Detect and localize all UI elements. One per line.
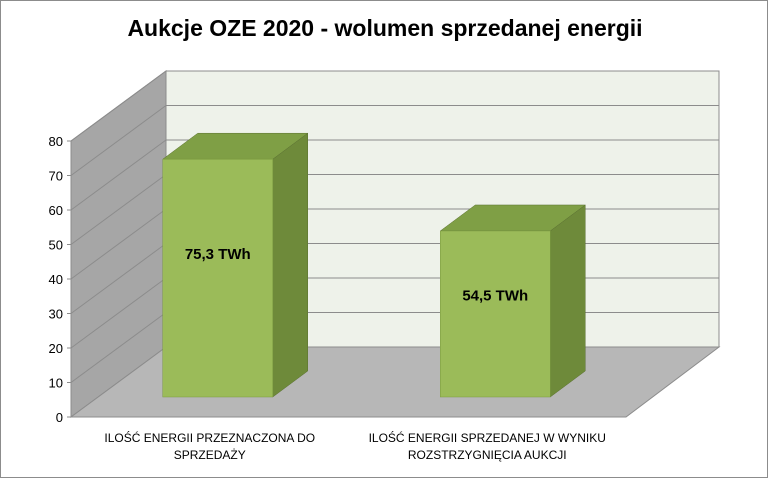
category-label: SPRZEDAŻY bbox=[174, 448, 246, 462]
y-tick-label: 80 bbox=[49, 134, 63, 149]
side-gridline bbox=[70, 139, 167, 211]
side-gridline bbox=[70, 174, 167, 245]
side-gridline bbox=[70, 70, 167, 142]
y-tick-label: 10 bbox=[49, 376, 63, 391]
y-tick-label: 30 bbox=[49, 307, 63, 322]
side-gridline bbox=[70, 208, 167, 280]
side-gridline bbox=[70, 105, 167, 176]
bar bbox=[162, 158, 273, 398]
y-tick-label: 70 bbox=[49, 169, 63, 184]
data-label: 75,3 TWh bbox=[185, 246, 251, 263]
y-tick-label: 0 bbox=[56, 410, 63, 425]
chart-title: Aukcje OZE 2020 - wolumen sprzedanej ene… bbox=[127, 15, 643, 41]
category-label: ROZSTRZYGNIĘCIA AUKCJI bbox=[408, 448, 567, 462]
data-label: 54,5 TWh bbox=[462, 288, 528, 305]
y-tick-label: 40 bbox=[49, 272, 63, 287]
side-gridline bbox=[70, 243, 167, 314]
bar bbox=[440, 230, 551, 398]
category-label: ILOŚĆ ENERGII PRZEZNACZONA DO bbox=[104, 430, 315, 445]
bar-side bbox=[550, 204, 586, 398]
bar-side bbox=[272, 132, 308, 398]
y-tick-label: 20 bbox=[49, 341, 63, 356]
side-gridline bbox=[70, 277, 167, 349]
y-tick-label: 50 bbox=[49, 238, 63, 253]
category-label: ILOŚĆ ENERGII SPRZEDANEJ W WYNIKU bbox=[369, 430, 606, 445]
y-tick-label: 60 bbox=[49, 203, 63, 218]
side-gridline bbox=[70, 312, 167, 383]
